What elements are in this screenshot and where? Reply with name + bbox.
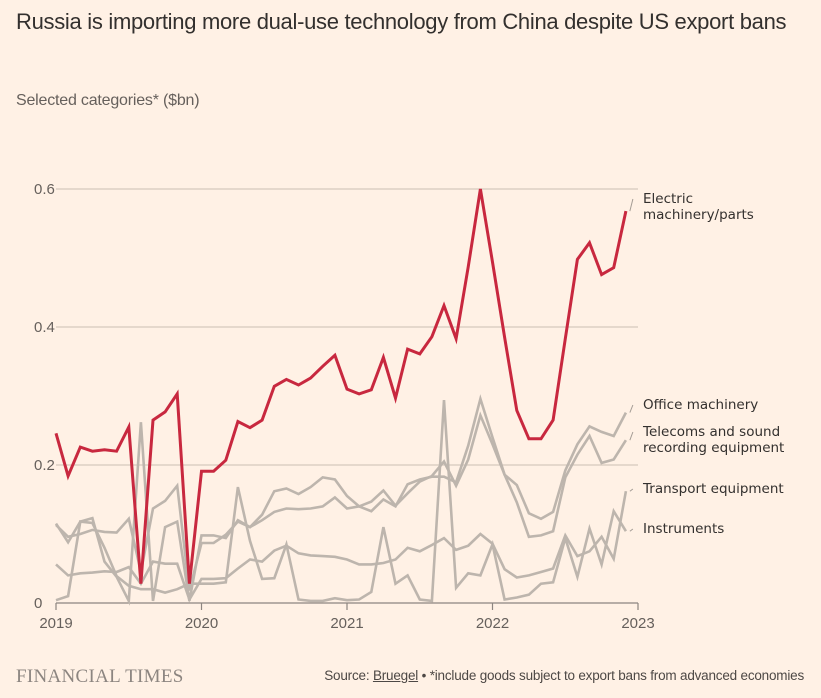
- series-label: Office machinery: [643, 397, 758, 413]
- y-axis: 0 0.2 0.4 0.6: [34, 181, 55, 612]
- series-label: Instruments: [643, 521, 724, 537]
- series-line-office-machinery: [54, 394, 628, 606]
- series-line-electric-machinery-parts: [54, 188, 628, 584]
- label-leader: [629, 404, 634, 413]
- x-tick-label: 2022: [476, 615, 509, 632]
- series-line-instruments: [55, 400, 628, 603]
- gridlines: [56, 188, 638, 466]
- series-label: Electric: [643, 191, 693, 207]
- ft-logo: FINANCIAL TIMES: [16, 666, 184, 687]
- source-link[interactable]: Bruegel: [372, 668, 419, 683]
- series-line-transport-equipment: [55, 490, 628, 603]
- series-lines: [54, 188, 628, 606]
- x-tick-label: 2023: [621, 615, 654, 632]
- x-tick-label: 2020: [185, 615, 218, 632]
- series-line-telecoms-and-sound-recording-equipment: [55, 411, 627, 591]
- label-leader: [629, 488, 634, 492]
- label-leader: [629, 198, 634, 212]
- source-note: Source: Bruegel • *include goods subject…: [324, 668, 804, 683]
- chart-title: Russia is importing more dual-use techno…: [16, 9, 787, 34]
- x-tick-label: 2019: [39, 615, 72, 632]
- y-tick-label: 0.4: [34, 319, 55, 336]
- y-tick-label: 0.6: [34, 181, 55, 198]
- y-tick-label: 0.2: [34, 457, 55, 474]
- chart-subtitle: Selected categories* ($bn): [16, 92, 200, 109]
- x-axis: 2019 2020 2021 2022 2023: [39, 602, 655, 632]
- series-label: recording equipment: [643, 440, 784, 456]
- series-label: Telecoms and sound: [642, 424, 780, 440]
- label-leader: [629, 431, 634, 441]
- source-footnote: • *include goods subject to export bans …: [418, 668, 805, 683]
- source-prefix: Source:: [324, 668, 373, 683]
- x-tick-label: 2021: [330, 615, 363, 632]
- series-label: Transport equipment: [642, 481, 784, 497]
- y-tick-label: 0: [34, 595, 42, 612]
- series-label: machinery/parts: [643, 207, 754, 223]
- label-leader: [629, 528, 634, 532]
